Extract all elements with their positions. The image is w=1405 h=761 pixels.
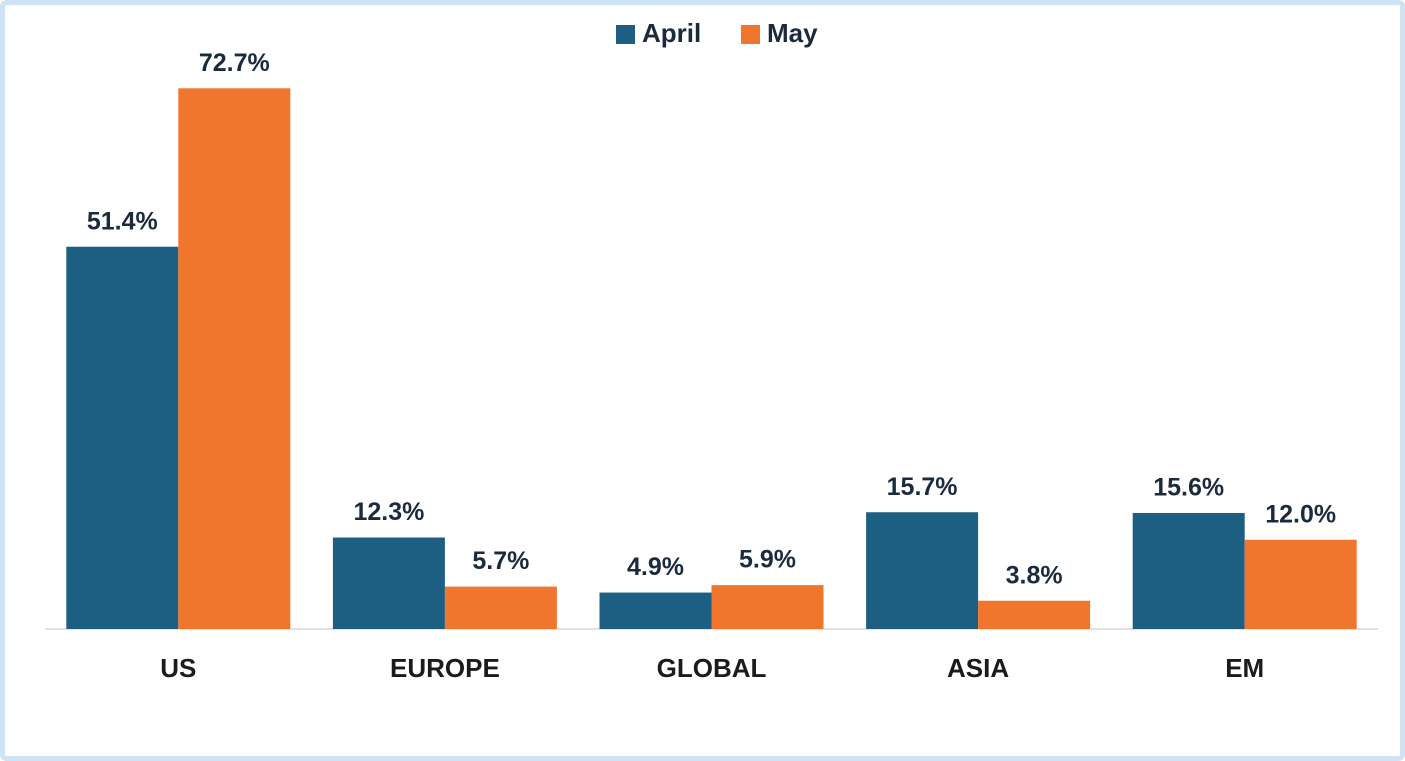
bar	[178, 88, 291, 629]
x-tick-label: EM	[1225, 653, 1264, 683]
data-label: 5.7%	[472, 547, 529, 575]
bar	[1244, 539, 1357, 629]
x-tick-label: GLOBAL	[657, 653, 767, 683]
bar	[599, 592, 712, 629]
data-label: 72.7%	[199, 49, 270, 77]
legend-label: April	[642, 18, 701, 48]
data-label: 5.9%	[739, 546, 796, 574]
x-tick-label: EUROPE	[390, 653, 500, 683]
bar	[1132, 512, 1245, 629]
data-label: 15.6%	[1153, 474, 1224, 502]
bar	[66, 246, 179, 629]
bar	[711, 585, 824, 629]
bar	[978, 600, 1091, 629]
data-label: 15.7%	[887, 473, 958, 501]
data-label: 4.9%	[627, 553, 684, 581]
bar	[332, 537, 445, 629]
legend-swatch	[741, 25, 760, 44]
data-label: 3.8%	[1006, 561, 1063, 589]
data-label: 12.0%	[1265, 500, 1336, 528]
data-label: 12.3%	[353, 498, 424, 526]
x-tick-label: US	[160, 653, 196, 683]
bar	[444, 586, 557, 629]
bar	[866, 512, 979, 629]
legend-label: May	[767, 18, 818, 48]
legend-swatch	[616, 25, 635, 44]
x-tick-label: ASIA	[947, 653, 1009, 683]
data-label: 51.4%	[87, 207, 158, 235]
